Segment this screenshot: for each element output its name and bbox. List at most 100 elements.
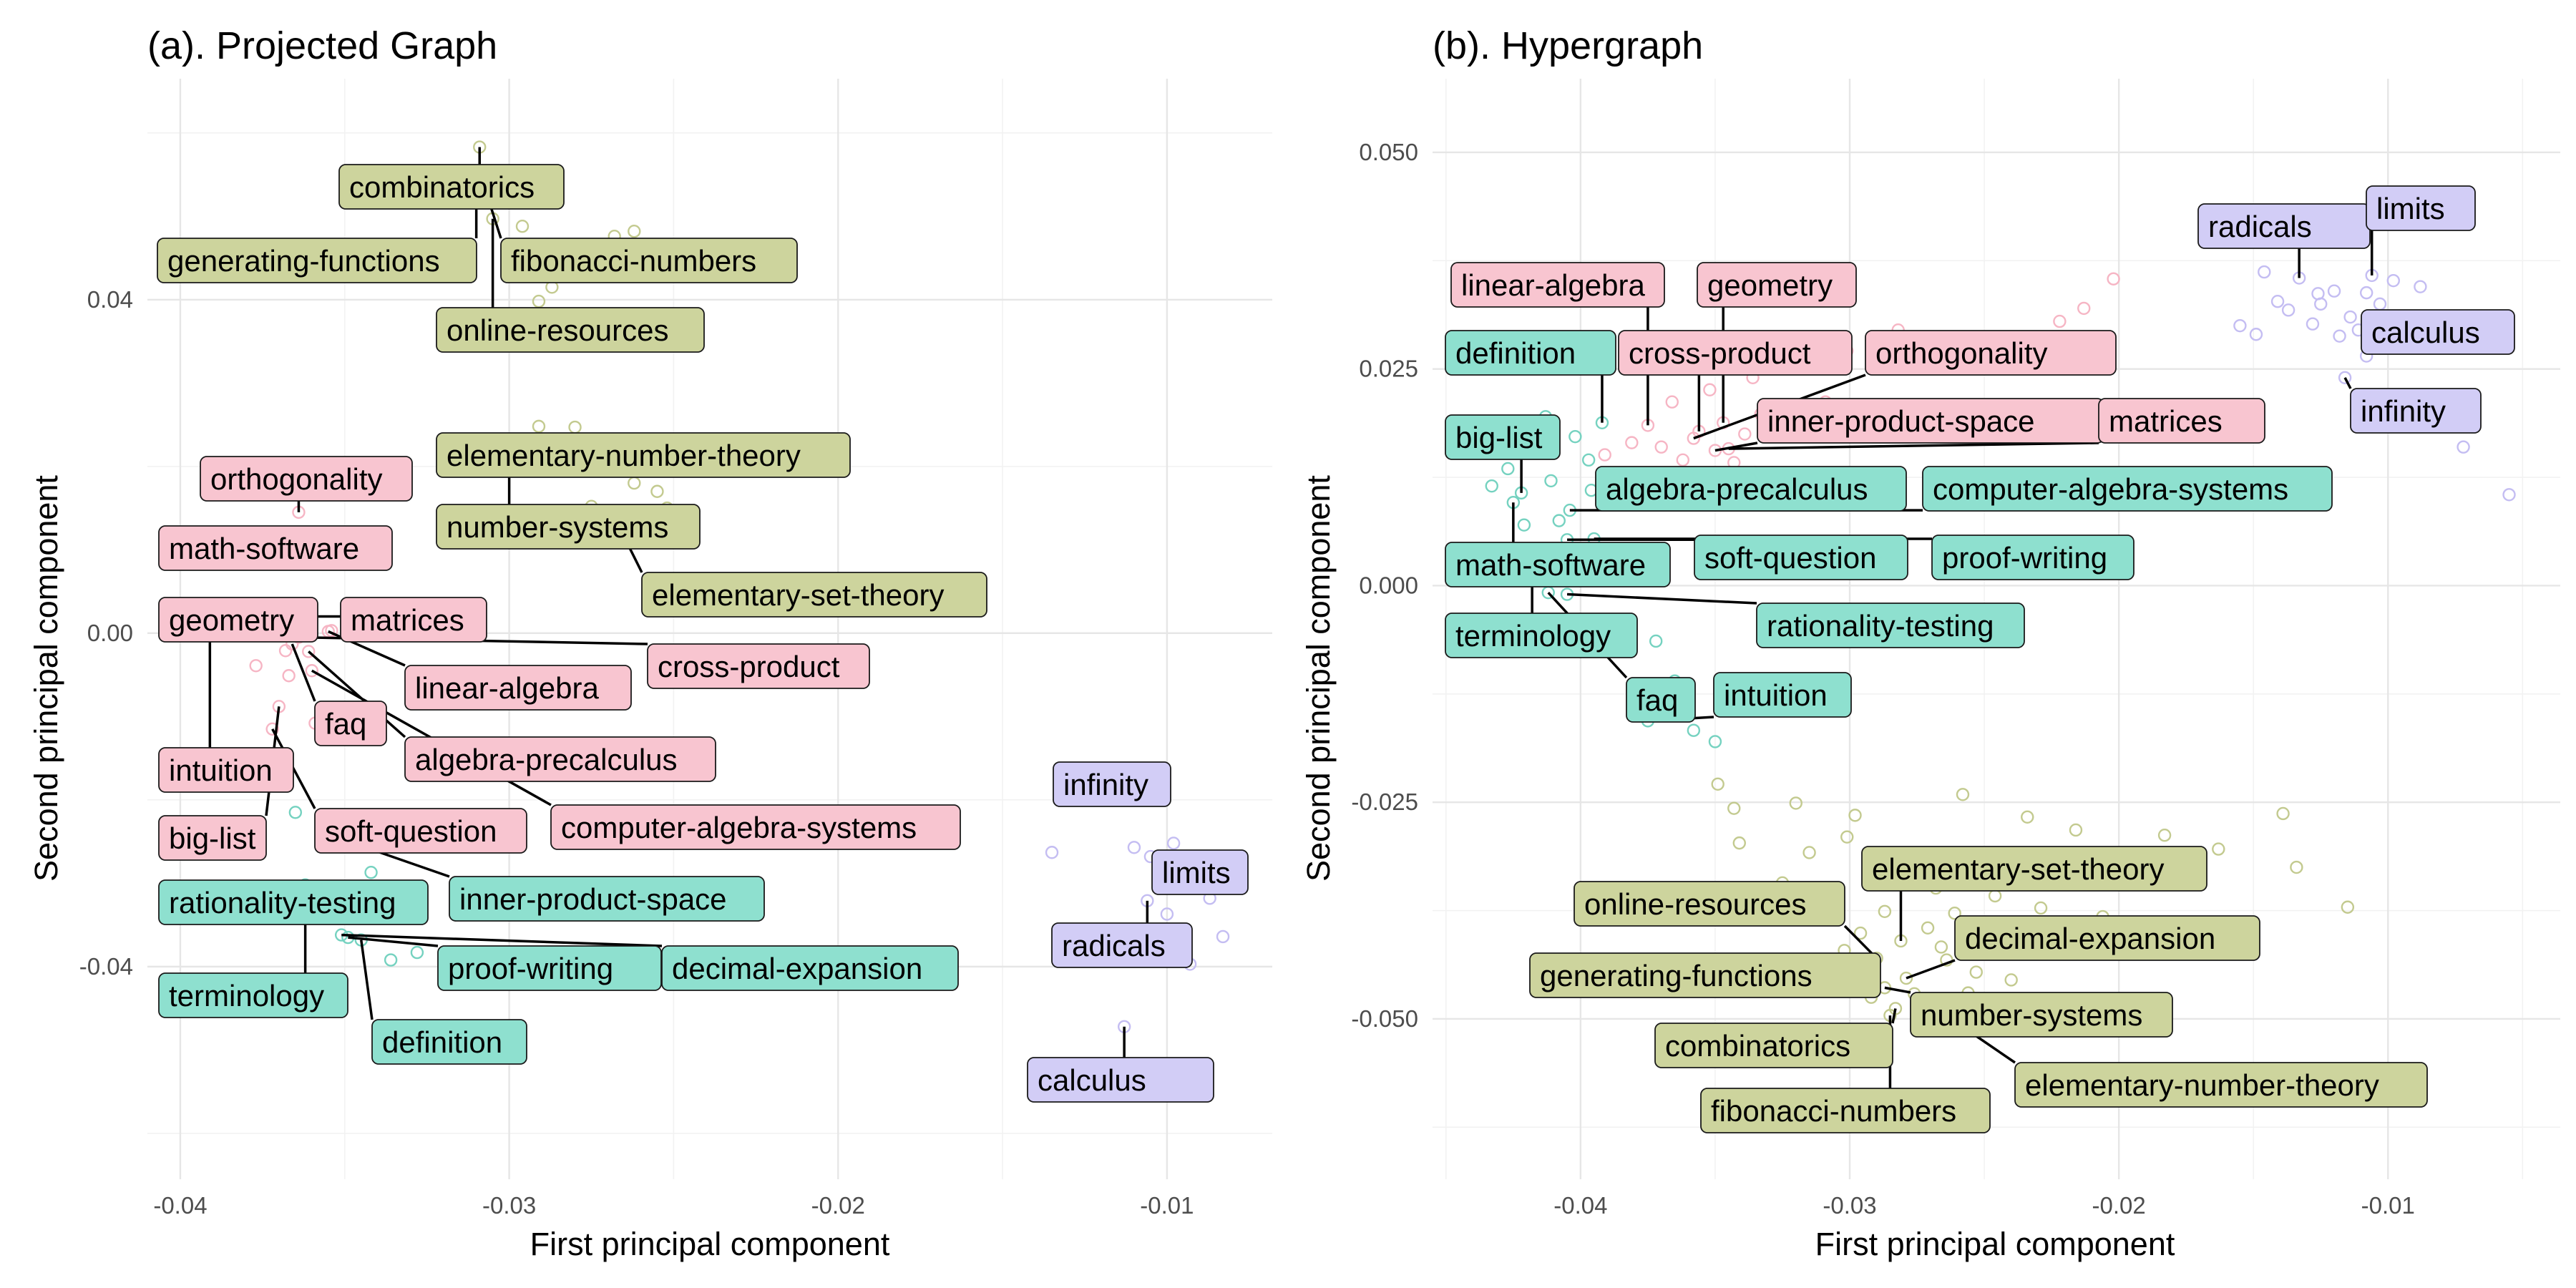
label-connector	[360, 940, 374, 1020]
label-box	[1697, 262, 1857, 308]
label-text: intuition	[169, 753, 273, 787]
label-box	[1595, 466, 1907, 512]
label-box	[340, 597, 487, 643]
label-faq: faq	[314, 701, 387, 746]
label-elementary-number-theory: elementary-number-theory	[436, 432, 851, 478]
label-generating-functions: generating-functions	[1529, 952, 1881, 998]
label-box	[158, 815, 267, 861]
teal-data-point	[410, 945, 424, 960]
label-text: math-software	[169, 532, 359, 565]
label-rationality-testing: rationality-testing	[1756, 602, 2025, 648]
label-text: computer-algebra-systems	[1933, 472, 2288, 506]
olive-data-point	[515, 220, 530, 233]
label-connector	[1714, 441, 1758, 452]
label-connector	[2343, 376, 2352, 389]
label-inner-product-space: inner-product-space	[449, 876, 765, 922]
pink-data-point	[1625, 436, 1639, 449]
label-box	[1445, 613, 1638, 658]
label-box	[1445, 542, 1671, 587]
label-box	[641, 572, 987, 618]
label-combinatorics: combinatorics	[1654, 1023, 1893, 1068]
olive-data-point	[1956, 788, 1970, 801]
label-box	[500, 238, 798, 283]
label-text: geometry	[169, 603, 294, 637]
label-orthogonality: orthogonality	[1865, 330, 2117, 376]
label-text: fibonacci-numbers	[511, 244, 756, 278]
label-fibonacci-numbers: fibonacci-numbers	[500, 238, 798, 283]
label-orthogonality: orthogonality	[200, 456, 413, 502]
lavender-data-point	[2233, 318, 2247, 333]
label-box	[1450, 262, 1665, 308]
label-math-software: math-software	[158, 525, 393, 571]
label-box	[1922, 466, 2333, 512]
pink-data-point	[325, 624, 338, 638]
label-algebra-precalculus: algebra-precalculus	[404, 736, 716, 782]
label-number-systems: number-systems	[436, 504, 701, 550]
label-decimal-expansion: decimal-expansion	[1954, 915, 2260, 961]
pink-data-point	[1738, 427, 1752, 441]
lavender-data-point	[2249, 328, 2263, 341]
label-box	[1713, 672, 1852, 718]
label-text: orthogonality	[210, 462, 383, 496]
label-box	[158, 747, 294, 793]
label-text: generating-functions	[1540, 959, 1813, 992]
panel-projected-graph: (a). Projected Graph combinatorics genera…	[28, 24, 1272, 1262]
label-computer-algebra-systems: computer-algebra-systems	[1922, 466, 2333, 512]
label-text: faq	[325, 707, 366, 741]
label-proof-writing: proof-writing	[1931, 535, 2135, 580]
lavender-data-point	[2359, 286, 2373, 300]
teal-data-point	[288, 806, 303, 819]
label-algebra-precalculus: algebra-precalculus	[1595, 466, 1907, 512]
label-text: radicals	[1062, 929, 1166, 962]
olive-data-point	[2069, 823, 2083, 837]
pink-data-point	[278, 644, 293, 658]
label-limits: limits	[2366, 185, 2476, 231]
label-linear-algebra: linear-algebra	[1450, 262, 1665, 308]
olive-data-point	[2290, 860, 2303, 874]
label-geometry: geometry	[1697, 262, 1857, 308]
panel-b-labels: radicals limits calculus infinity linear-alg…	[1445, 185, 2515, 1133]
teal-data-point	[1517, 518, 1531, 532]
lavender-data-point	[1160, 907, 1174, 921]
panel-b-y-axis-title: Second principal component	[1300, 475, 1337, 882]
panel-a-labels: combinatorics generating-functions fibonac…	[157, 164, 1249, 1103]
label-box	[1931, 535, 2135, 580]
olive-data-point	[2034, 901, 2048, 915]
panel-a-x-axis-title: First principal component	[530, 1226, 890, 1262]
olive-data-point	[2276, 806, 2290, 821]
label-text: definition	[382, 1025, 502, 1059]
pink-data-point	[265, 722, 279, 736]
label-text: rationality-testing	[169, 886, 396, 919]
y-tick-label: -0.025	[1351, 789, 1418, 815]
olive-data-point	[1921, 921, 1935, 935]
label-box	[1910, 992, 2173, 1038]
label-text: calculus	[2371, 316, 2480, 349]
label-box	[338, 164, 565, 210]
olive-data-point	[532, 294, 546, 308]
label-terminology: terminology	[158, 972, 348, 1018]
lavender-data-point	[1127, 841, 1141, 854]
label-box	[2098, 398, 2265, 444]
label-text: linear-algebra	[415, 671, 599, 705]
label-rationality-testing: rationality-testing	[158, 879, 429, 925]
lavender-data-point	[2311, 287, 2325, 301]
panel-a-tick-labels: -0.04 -0.03 -0.02 -0.01 -0.04 0.00 0.04	[79, 286, 1194, 1219]
x-tick-label: -0.02	[2092, 1192, 2146, 1219]
label-connector	[348, 936, 439, 947]
label-online-resources: online-resources	[1574, 881, 1845, 927]
label-text: decimal-expansion	[1965, 922, 2215, 955]
olive-data-point	[1878, 904, 1892, 918]
label-box	[1865, 330, 2117, 376]
label-box	[404, 736, 716, 782]
y-tick-label: 0.025	[1359, 356, 1418, 382]
label-generating-functions: generating-functions	[157, 238, 477, 283]
label-text: cross-product	[658, 650, 840, 683]
label-elementary-number-theory: elementary-number-theory	[2014, 1062, 2428, 1108]
label-text: elementary-set-theory	[652, 578, 945, 612]
label-box	[1027, 1057, 1214, 1103]
label-box	[371, 1019, 527, 1065]
label-text: orthogonality	[1875, 336, 2048, 370]
label-box	[1574, 881, 1845, 927]
pink-data-point	[1598, 448, 1611, 462]
